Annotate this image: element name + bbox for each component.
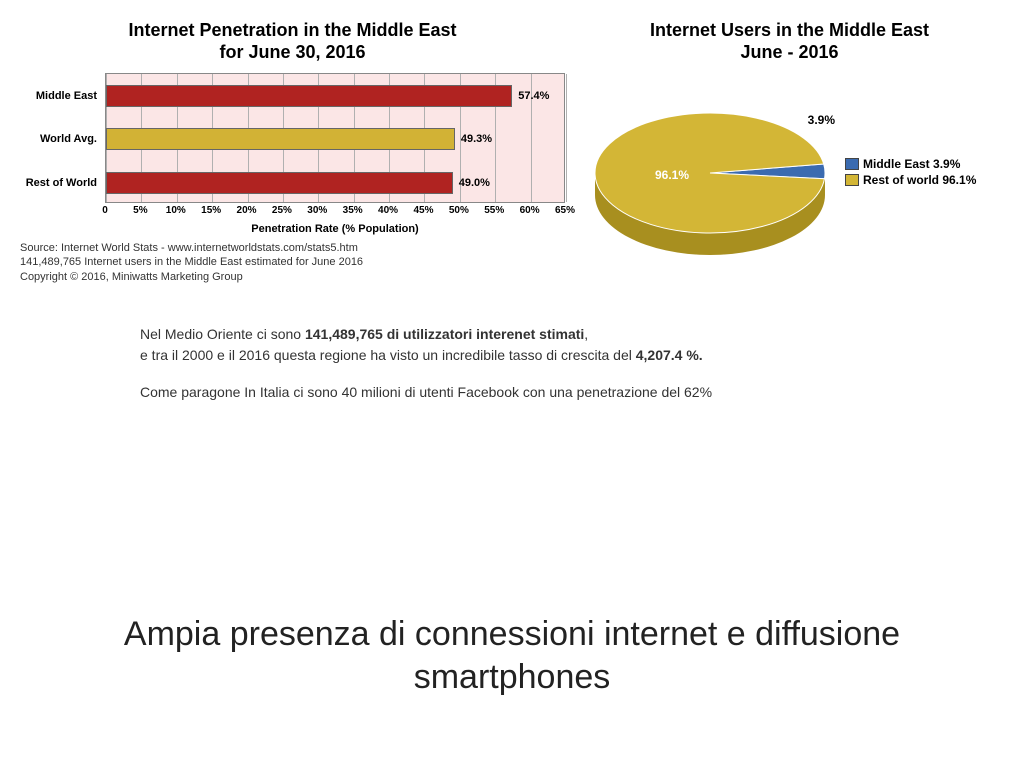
- bar-x-ticks: 05%10%15%20%25%30%35%40%45%50%55%60%65%: [105, 203, 565, 219]
- bar-0: [106, 85, 512, 107]
- bar-value-label: 57.4%: [518, 90, 549, 102]
- pie-legend-swatch: [845, 158, 859, 170]
- bar-title-line1: Internet Penetration in the Middle East: [128, 20, 456, 40]
- bar-gridline: [566, 74, 567, 202]
- bar-value-label: 49.0%: [459, 177, 490, 189]
- bar-x-axis-title: Penetration Rate (% Population): [105, 223, 565, 235]
- bar-x-tick: 25%: [272, 205, 292, 216]
- bar-x-tick: 65%: [555, 205, 575, 216]
- pie-legend-row-0: Middle East 3.9%: [845, 157, 976, 171]
- bar-y-label: World Avg.: [40, 133, 97, 145]
- pie-legend: Middle East 3.9% Rest of world 96.1%: [845, 157, 976, 189]
- pie-title-line1: Internet Users in the Middle East: [650, 20, 929, 40]
- bar-x-tick: 35%: [343, 205, 363, 216]
- source-line-3: Copyright © 2016, Miniwatts Marketing Gr…: [20, 270, 565, 284]
- bar-value-label: 49.3%: [461, 133, 492, 145]
- pie-chart-title: Internet Users in the Middle East June -…: [575, 20, 1004, 63]
- pie-legend-swatch: [845, 174, 859, 186]
- bar-x-tick: 10%: [166, 205, 186, 216]
- bar-x-tick: 15%: [201, 205, 221, 216]
- bar-x-tick: 30%: [307, 205, 327, 216]
- pie-slice-label-0: 3.9%: [808, 113, 835, 127]
- pie-title-line2: June - 2016: [740, 42, 838, 62]
- bar-2: [106, 172, 453, 194]
- source-line-2: 141,489,765 Internet users in the Middle…: [20, 255, 565, 269]
- bar-x-tick: 50%: [449, 205, 469, 216]
- bar-title-line2: for June 30, 2016: [219, 42, 365, 62]
- headline: Ampia presenza di connessioni internet e…: [0, 613, 1024, 698]
- bar-x-tick: 20%: [237, 205, 257, 216]
- pie-legend-row-1: Rest of world 96.1%: [845, 173, 976, 187]
- bar-x-tick: 40%: [378, 205, 398, 216]
- pie-chart-panel: Internet Users in the Middle East June -…: [575, 20, 1004, 284]
- bar-x-tick: 5%: [133, 205, 147, 216]
- body-text: Nel Medio Oriente ci sono 141,489,765 di…: [140, 324, 884, 403]
- bar-y-labels: Middle East World Avg. Rest of World: [21, 74, 101, 202]
- bar-x-tick: 45%: [413, 205, 433, 216]
- pie-svg: 3.9% 96.1%: [575, 73, 845, 273]
- source-block: Source: Internet World Stats - www.inter…: [20, 241, 565, 284]
- pie-legend-label: Middle East 3.9%: [863, 157, 960, 171]
- pie-slice-label-1: 96.1%: [655, 168, 689, 182]
- bar-x-tick: 0: [102, 205, 108, 216]
- bar-y-label: Middle East: [36, 90, 97, 102]
- bar-x-tick: 55%: [484, 205, 504, 216]
- bar-chart-title: Internet Penetration in the Middle East …: [20, 20, 565, 63]
- bar-y-label: Rest of World: [26, 177, 97, 189]
- bar-plot-area: Middle EastWorld Avg.Rest of World 57.4%…: [105, 73, 565, 203]
- body-p1: Nel Medio Oriente ci sono 141,489,765 di…: [140, 324, 884, 366]
- bar-1: [106, 128, 455, 150]
- source-line-1: Source: Internet World Stats - www.inter…: [20, 241, 565, 255]
- pie-legend-label: Rest of world 96.1%: [863, 173, 976, 187]
- bar-chart-panel: Internet Penetration in the Middle East …: [20, 20, 565, 284]
- body-p2: Come paragone In Italia ci sono 40 milio…: [140, 382, 884, 403]
- bar-x-tick: 60%: [520, 205, 540, 216]
